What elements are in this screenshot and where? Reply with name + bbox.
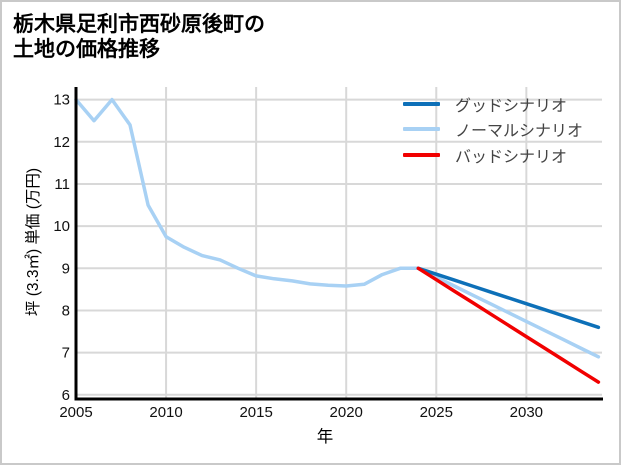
legend-swatch-good <box>403 101 440 106</box>
y-tick-label: 11 <box>54 176 70 193</box>
legend-swatch-bad <box>403 152 440 157</box>
chart-title: 栃木県足利市西砂原後町の 土地の価格推移 <box>13 12 265 62</box>
y-tick-label: 13 <box>53 92 70 109</box>
y-tick-label: 8 <box>62 302 70 319</box>
x-tick-label: 2010 <box>149 404 182 421</box>
chart-legend: グッドシナリオ ノーマルシナリオ バッドシナリオ <box>403 91 583 168</box>
x-tick-label: 2020 <box>330 404 363 421</box>
x-tick-label: 2015 <box>239 404 272 421</box>
axes <box>74 87 603 401</box>
series-line-normal <box>74 97 601 359</box>
y-tick-label: 10 <box>53 218 70 235</box>
x-tick-label: 2005 <box>59 404 92 421</box>
legend-label-bad: バッドシナリオ <box>455 148 568 166</box>
series-lines <box>74 97 601 384</box>
legend-item-good: グッドシナリオ <box>403 91 583 117</box>
y-axis-label: 坪 (3.3㎡) 単価 (万円) <box>25 167 42 317</box>
y-tick-label: 12 <box>53 134 70 151</box>
gridlines <box>75 87 602 399</box>
series-line-bad <box>416 266 601 384</box>
x-axis-label: 年 <box>316 428 334 446</box>
legend-label-good: グッドシナリオ <box>455 97 568 115</box>
y-tick-label: 9 <box>62 260 70 277</box>
legend-swatch-normal <box>403 127 440 132</box>
chart-title-line1: 栃木県足利市西砂原後町の <box>13 13 265 36</box>
series-line-good <box>416 266 601 330</box>
tick-labels: 2005 2010 2015 2020 2025 2030 6 7 8 9 10 11 12 13 <box>53 92 543 421</box>
y-tick-label: 7 <box>62 345 70 362</box>
legend-item-bad: バッドシナリオ <box>403 142 583 168</box>
x-tick-label: 2025 <box>420 404 453 421</box>
chart-title-line2: 土地の価格推移 <box>13 38 160 61</box>
legend-item-normal: ノーマルシナリオ <box>403 117 583 143</box>
y-tick-label: 6 <box>62 387 70 404</box>
x-tick-label: 2030 <box>510 404 543 421</box>
legend-label-normal: ノーマルシナリオ <box>455 123 584 141</box>
